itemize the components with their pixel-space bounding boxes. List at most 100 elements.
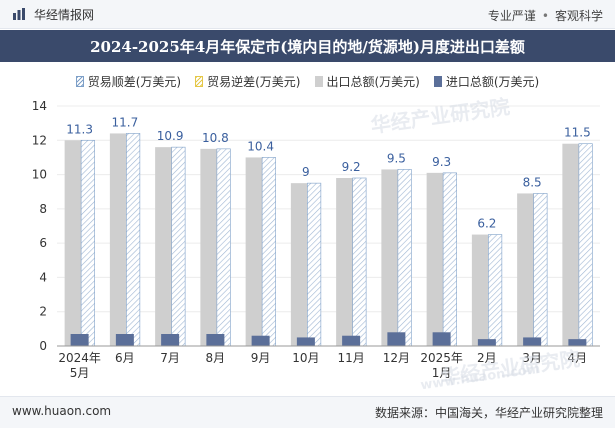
chart-legend: 贸易顺差(万美元) 贸易逆差(万美元) 出口总额(万美元) 进口总额(万美元) xyxy=(0,71,615,91)
legend-swatch-deficit xyxy=(195,75,204,87)
data-label: 9.2 xyxy=(342,160,361,174)
slogan: 专业严谨 • 客观科学 xyxy=(488,7,603,24)
x-tick-label-line: 10月 xyxy=(292,351,319,365)
import-bar xyxy=(161,334,180,346)
import-bar xyxy=(251,335,270,346)
brand-name: 华经情报网 xyxy=(34,7,95,22)
x-tick-label-line: 2024年 xyxy=(58,351,101,365)
surplus-bar xyxy=(80,139,95,347)
x-tick-label: 2025年 1月 xyxy=(420,351,463,380)
x-tick-label: 12月 xyxy=(383,351,410,365)
legend-swatch-import xyxy=(433,75,442,87)
footer: www.huaon.com 数据来源：中国海关，华经产业研究院整理 xyxy=(0,396,615,428)
legend-swatch-surplus xyxy=(75,75,84,87)
footer-url[interactable]: www.huaon.com xyxy=(12,404,112,418)
x-tick-label-line: 7月 xyxy=(160,351,180,365)
x-tick-label-line: 8月 xyxy=(206,351,226,365)
x-tick-label: 2月 xyxy=(477,351,497,365)
surplus-bar xyxy=(397,169,412,347)
surplus-bar xyxy=(488,234,503,347)
import-bar xyxy=(432,332,451,346)
chart-title: 2024-2025年4月年保定市(境内目的地/货源地)月度进出口差额 xyxy=(0,30,615,62)
x-tick-label: 3月 xyxy=(522,351,542,365)
brand: 华经情报网 xyxy=(12,6,94,22)
data-label: 11.5 xyxy=(564,126,591,140)
x-tick-label-line: 5月 xyxy=(70,366,90,380)
x-tick-label-line: 3月 xyxy=(522,351,542,365)
legend-item-import: 进口总额(万美元) xyxy=(433,71,540,91)
x-tick-label: 6月 xyxy=(115,351,135,365)
x-tick-label-line: 4月 xyxy=(568,351,588,365)
data-label: 11.3 xyxy=(66,122,93,136)
legend-label-export: 出口总额(万美元) xyxy=(326,74,420,89)
import-bar xyxy=(296,337,315,346)
y-tick-label: 8 xyxy=(39,202,47,216)
export-bar xyxy=(245,157,263,346)
import-bar xyxy=(115,334,134,346)
legend-label-deficit: 贸易逆差(万美元) xyxy=(207,74,301,89)
legend-item-deficit: 贸易逆差(万美元) xyxy=(195,71,301,91)
legend-item-export: 出口总额(万美元) xyxy=(314,71,420,91)
export-bar xyxy=(155,147,172,346)
export-bar xyxy=(517,193,534,346)
y-tick-label: 2 xyxy=(39,305,47,319)
export-bar xyxy=(336,178,353,346)
export-bar xyxy=(290,183,308,346)
export-bar xyxy=(471,234,489,346)
surplus-bar xyxy=(578,143,593,347)
export-bar xyxy=(381,169,398,346)
data-label: 10.4 xyxy=(247,139,274,153)
y-tick-label: 0 xyxy=(39,339,47,353)
import-bar xyxy=(342,335,361,346)
y-tick-label: 6 xyxy=(39,236,47,250)
y-tick-label: 4 xyxy=(39,270,47,284)
export-bar xyxy=(200,148,217,346)
footer-source: 数据来源：中国海关，华经产业研究院整理 xyxy=(374,406,603,420)
x-tick-label-line: 12月 xyxy=(383,351,410,365)
x-tick-label: 4月 xyxy=(568,351,588,365)
import-bar xyxy=(387,332,406,346)
surplus-bar xyxy=(216,148,231,347)
chart-plot: 11.3 11.7 10.9 10.8 10.4 9 9.2 9.5 9.3 6.2 8.5 11.5… xyxy=(32,99,600,380)
x-tick-label: 2024年 5月 xyxy=(58,351,101,380)
import-bar xyxy=(70,334,89,346)
legend-label-import: 进口总额(万美元) xyxy=(445,74,540,89)
data-label: 9 xyxy=(302,165,310,179)
x-tick-label: 8月 xyxy=(206,351,226,365)
y-tick-label: 12 xyxy=(32,133,47,147)
chart-logo-icon xyxy=(12,7,26,21)
data-label: 9.3 xyxy=(432,155,451,169)
export-bar xyxy=(562,143,579,346)
x-tick-label: 10月 xyxy=(292,351,319,365)
y-tick-label: 14 xyxy=(32,99,47,113)
export-bar xyxy=(426,172,444,346)
data-label: 11.7 xyxy=(112,115,139,129)
import-bar xyxy=(523,337,542,346)
import-bar xyxy=(206,334,225,346)
x-tick-label-line: 6月 xyxy=(115,351,135,365)
export-bar xyxy=(64,140,82,346)
surplus-bar xyxy=(533,193,548,347)
x-tick-label-line: 2025年 xyxy=(420,351,463,365)
x-tick-label-line: 11月 xyxy=(337,351,364,365)
surplus-bar xyxy=(126,133,141,347)
x-tick-label-line: 1月 xyxy=(432,366,452,380)
data-label: 10.8 xyxy=(202,131,229,145)
slogan-right: 客观科学 xyxy=(554,9,603,23)
surplus-bar xyxy=(307,182,322,347)
legend-label-surplus: 贸易顺差(万美元) xyxy=(87,74,182,89)
surplus-bar xyxy=(171,146,186,347)
export-bar xyxy=(109,133,127,346)
x-tick-label-line: 9月 xyxy=(251,351,271,365)
slogan-left: 专业严谨 xyxy=(487,9,536,23)
top-bar: 华经情报网 专业严谨 • 客观科学 xyxy=(0,0,615,29)
surplus-bar xyxy=(261,157,276,347)
x-tick-label: 7月 xyxy=(160,351,180,365)
import-bar xyxy=(568,339,587,346)
surplus-bar xyxy=(352,177,367,347)
data-label: 9.5 xyxy=(387,151,406,165)
surplus-bar xyxy=(442,172,457,347)
data-label: 8.5 xyxy=(523,175,542,189)
x-tick-label-line: 2月 xyxy=(477,351,497,365)
legend-swatch-export xyxy=(314,75,323,87)
